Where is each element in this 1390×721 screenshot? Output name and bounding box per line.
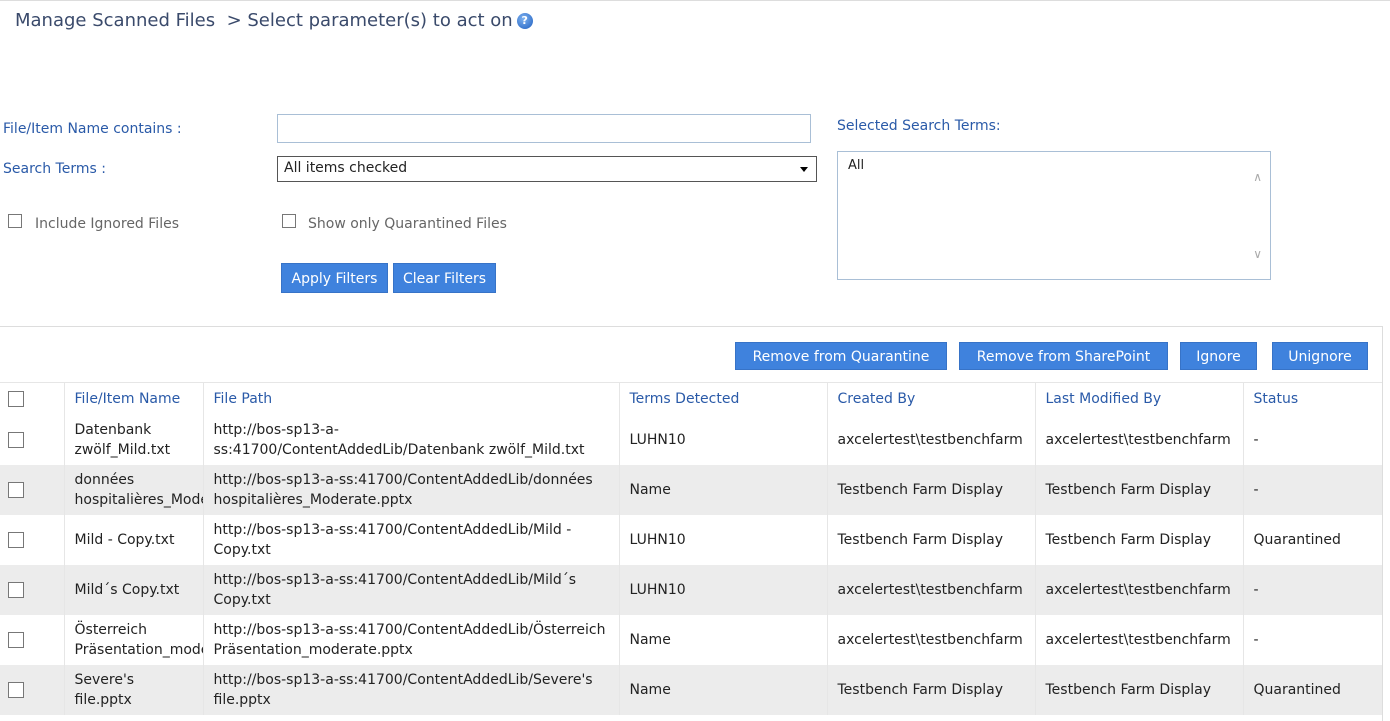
- column-header-created[interactable]: Created By: [826, 382, 1035, 415]
- file-name: Mild - Copy.txt: [63, 515, 203, 565]
- table-row[interactable]: Mild´s Copy.txt http://bos-sp13-a-ss:417…: [0, 565, 1382, 615]
- search-terms-select[interactable]: All items checked: [277, 156, 817, 182]
- row-select-cell: [0, 415, 64, 465]
- remove-from-sharepoint-button[interactable]: Remove from SharePoint: [959, 342, 1168, 370]
- selected-terms-list[interactable]: All ∧ ∨: [837, 151, 1271, 280]
- terms-detected: Name: [618, 665, 827, 715]
- results-table: File/Item Name File Path Terms Detected …: [0, 382, 1382, 715]
- table-row[interactable]: Österreich Präsentation_mode http://bos-…: [0, 615, 1382, 665]
- last-modified-by: axcelertest\testbenchfarm: [1034, 565, 1243, 615]
- ignore-button[interactable]: Ignore: [1180, 342, 1257, 370]
- file-path: http://bos-sp13-a-ss:41700/ContentAddedL…: [202, 665, 619, 715]
- row-checkbox[interactable]: [8, 582, 24, 598]
- select-all-checkbox[interactable]: [8, 391, 24, 407]
- select-value: All items checked: [284, 160, 408, 176]
- file-name: données hospitalières_Mode: [63, 465, 203, 515]
- terms-detected: LUHN10: [618, 415, 827, 465]
- help-icon[interactable]: ?: [516, 13, 533, 29]
- row-checkbox[interactable]: [8, 482, 24, 498]
- file-name: Mild´s Copy.txt: [63, 565, 203, 615]
- clear-filters-button[interactable]: Clear Filters: [393, 263, 496, 293]
- file-path: http://bos-sp13-a-ss:41700/ContentAddedL…: [202, 465, 619, 515]
- created-by: Testbench Farm Display: [826, 515, 1035, 565]
- row-select-cell: [0, 465, 64, 515]
- row-checkbox[interactable]: [8, 532, 24, 548]
- file-path: http://bos-sp13-a-ss:41700/ContentAddedL…: [202, 565, 619, 615]
- status: Quarantined: [1242, 515, 1382, 565]
- created-by: Testbench Farm Display: [826, 465, 1035, 515]
- column-header-terms[interactable]: Terms Detected: [618, 382, 827, 415]
- status: -: [1242, 615, 1382, 665]
- column-header-modified[interactable]: Last Modified By: [1034, 382, 1243, 415]
- table-header: File/Item Name File Path Terms Detected …: [0, 382, 1382, 415]
- table-row[interactable]: Datenbank zwölf_Mild.txt http://bos-sp13…: [0, 415, 1382, 465]
- created-by: Testbench Farm Display: [826, 665, 1035, 715]
- column-header-name[interactable]: File/Item Name: [63, 382, 203, 415]
- row-select-cell: [0, 515, 64, 565]
- scroll-down-icon[interactable]: ∨: [1253, 247, 1262, 261]
- column-header-path[interactable]: File Path: [202, 382, 619, 415]
- file-name: Severe's file.pptx: [63, 665, 203, 715]
- file-name: Österreich Präsentation_mode: [63, 615, 203, 665]
- status: -: [1242, 415, 1382, 465]
- file-path: http://bos-sp13-a-ss:41700/ContentAddedL…: [202, 615, 619, 665]
- table-row[interactable]: données hospitalières_Mode http://bos-sp…: [0, 465, 1382, 515]
- name-filter-label: File/Item Name contains :: [3, 121, 182, 137]
- remove-from-quarantine-button[interactable]: Remove from Quarantine: [735, 342, 947, 370]
- table-row[interactable]: Mild - Copy.txt http://bos-sp13-a-ss:417…: [0, 515, 1382, 565]
- scroll-up-icon[interactable]: ∧: [1253, 170, 1262, 184]
- results-panel: [0, 326, 1383, 721]
- name-filter-input[interactable]: [277, 114, 811, 143]
- created-by: axcelertest\testbenchfarm: [826, 615, 1035, 665]
- row-checkbox[interactable]: [8, 632, 24, 648]
- only-quarantined-checkbox[interactable]: [282, 214, 296, 228]
- title-text: Manage Scanned Files: [15, 10, 216, 31]
- file-path: http://bos-sp13-a-ss:41700/ContentAddedL…: [202, 415, 619, 465]
- last-modified-by: Testbench Farm Display: [1034, 665, 1243, 715]
- row-checkbox[interactable]: [8, 682, 24, 698]
- column-header-status[interactable]: Status: [1242, 382, 1382, 415]
- last-modified-by: Testbench Farm Display: [1034, 515, 1243, 565]
- dropdown-arrow-icon: [800, 167, 808, 172]
- only-quarantined-label: Show only Quarantined Files: [308, 216, 507, 232]
- last-modified-by: axcelertest\testbenchfarm: [1034, 615, 1243, 665]
- apply-filters-button[interactable]: Apply Filters: [281, 263, 388, 293]
- page-title: Manage Scanned Files > Select parameter(…: [15, 10, 533, 31]
- include-ignored-checkbox[interactable]: [8, 214, 22, 228]
- terms-detected: LUHN10: [618, 515, 827, 565]
- terms-detected: Name: [618, 465, 827, 515]
- created-by: axcelertest\testbenchfarm: [826, 565, 1035, 615]
- unignore-button[interactable]: Unignore: [1272, 342, 1368, 370]
- row-select-cell: [0, 615, 64, 665]
- selected-term-item: All: [848, 158, 865, 173]
- terms-detected: Name: [618, 615, 827, 665]
- last-modified-by: Testbench Farm Display: [1034, 465, 1243, 515]
- select-all-cell: [0, 382, 64, 415]
- status: -: [1242, 565, 1382, 615]
- subtitle-text: > Select parameter(s) to act on: [226, 10, 513, 31]
- status: -: [1242, 465, 1382, 515]
- selected-terms-label: Selected Search Terms:: [837, 118, 1001, 134]
- last-modified-by: axcelertest\testbenchfarm: [1034, 415, 1243, 465]
- row-checkbox[interactable]: [8, 432, 24, 448]
- row-select-cell: [0, 665, 64, 715]
- include-ignored-label: Include Ignored Files: [35, 216, 179, 232]
- status: Quarantined: [1242, 665, 1382, 715]
- file-path: http://bos-sp13-a-ss:41700/ContentAddedL…: [202, 515, 619, 565]
- search-terms-label: Search Terms :: [3, 161, 106, 177]
- terms-detected: LUHN10: [618, 565, 827, 615]
- file-name: Datenbank zwölf_Mild.txt: [63, 415, 203, 465]
- table-row[interactable]: Severe's file.pptx http://bos-sp13-a-ss:…: [0, 665, 1382, 715]
- row-select-cell: [0, 565, 64, 615]
- created-by: axcelertest\testbenchfarm: [826, 415, 1035, 465]
